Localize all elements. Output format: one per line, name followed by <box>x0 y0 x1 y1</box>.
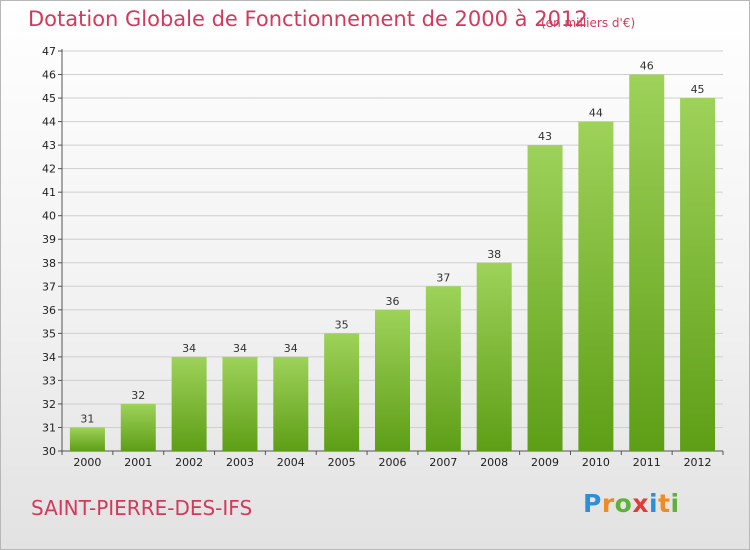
x-tick-label: 2006 <box>379 456 407 469</box>
y-tick-label: 37 <box>42 280 56 293</box>
y-tick-label: 39 <box>42 233 56 246</box>
data-label: 46 <box>640 60 654 73</box>
x-tick-label: 2012 <box>684 456 712 469</box>
data-label: 36 <box>386 295 400 308</box>
y-tick-label: 46 <box>42 69 56 82</box>
bar <box>120 403 156 451</box>
y-tick-label: 45 <box>42 92 56 105</box>
chart-title: Dotation Globale de Fonctionnement de 20… <box>28 7 588 31</box>
logo-letter: x <box>632 489 649 518</box>
data-label: 32 <box>131 389 145 402</box>
bar <box>680 98 716 451</box>
data-label: 35 <box>335 318 349 331</box>
bars <box>69 74 716 452</box>
y-tick-label: 34 <box>42 351 56 364</box>
logo-letter: t <box>658 489 671 518</box>
logo-letter: P <box>583 489 602 518</box>
logo-letter: o <box>614 489 633 518</box>
data-label: 43 <box>538 130 552 143</box>
bar <box>527 145 563 451</box>
bar <box>324 333 360 451</box>
bar <box>273 356 309 451</box>
logo-letter: i <box>670 489 680 518</box>
x-tick-label: 2000 <box>73 456 101 469</box>
x-tick-label: 2007 <box>429 456 457 469</box>
bar <box>375 309 410 451</box>
x-tick-label: 2011 <box>633 456 661 469</box>
x-tick-label: 2005 <box>328 456 356 469</box>
data-label: 31 <box>80 412 94 425</box>
bar <box>171 356 207 451</box>
data-label: 34 <box>284 342 298 355</box>
y-tick-label: 40 <box>42 210 56 223</box>
bar <box>578 121 614 452</box>
y-tick-label: 47 <box>42 45 56 58</box>
commune-name: SAINT-PIERRE-DES-IFS <box>31 496 253 520</box>
proxiti-logo: Proxiti <box>583 489 680 518</box>
bar <box>69 427 105 451</box>
data-label: 34 <box>182 342 196 355</box>
labels: 30 31 32 33 34 35 36 37 38 39 40 41 42 43 44 45 46 47 2000… <box>42 45 712 469</box>
data-label: 37 <box>436 271 450 284</box>
y-tick-label: 38 <box>42 257 56 270</box>
data-label: 34 <box>233 342 247 355</box>
y-tick-label: 30 <box>42 445 56 458</box>
y-tick-label: 41 <box>42 186 56 199</box>
y-tick-label: 44 <box>42 116 56 129</box>
x-tick-label: 2001 <box>124 456 152 469</box>
y-tick-label: 43 <box>42 139 56 152</box>
x-tick-label: 2009 <box>531 456 559 469</box>
x-tick-label: 2010 <box>582 456 610 469</box>
y-tick-label: 32 <box>42 398 56 411</box>
logo-letter: r <box>601 489 615 518</box>
bar <box>476 262 512 451</box>
logo-letter: i <box>649 489 659 518</box>
y-tick-label: 31 <box>42 421 56 434</box>
y-tick-label: 36 <box>42 304 56 317</box>
data-label: 45 <box>691 83 705 96</box>
data-label: 38 <box>487 248 501 261</box>
x-tick-label: 2003 <box>226 456 254 469</box>
bar <box>629 74 665 451</box>
x-tick-label: 2002 <box>175 456 203 469</box>
chart-subtitle: (en milliers d'€) <box>541 16 636 30</box>
data-label: 44 <box>589 107 603 120</box>
x-tick-label: 2004 <box>277 456 305 469</box>
bar <box>425 286 461 451</box>
y-tick-label: 35 <box>42 327 56 340</box>
bar <box>222 356 258 451</box>
x-tick-label: 2008 <box>480 456 508 469</box>
y-tick-label: 33 <box>42 374 56 387</box>
y-tick-label: 42 <box>42 163 56 176</box>
